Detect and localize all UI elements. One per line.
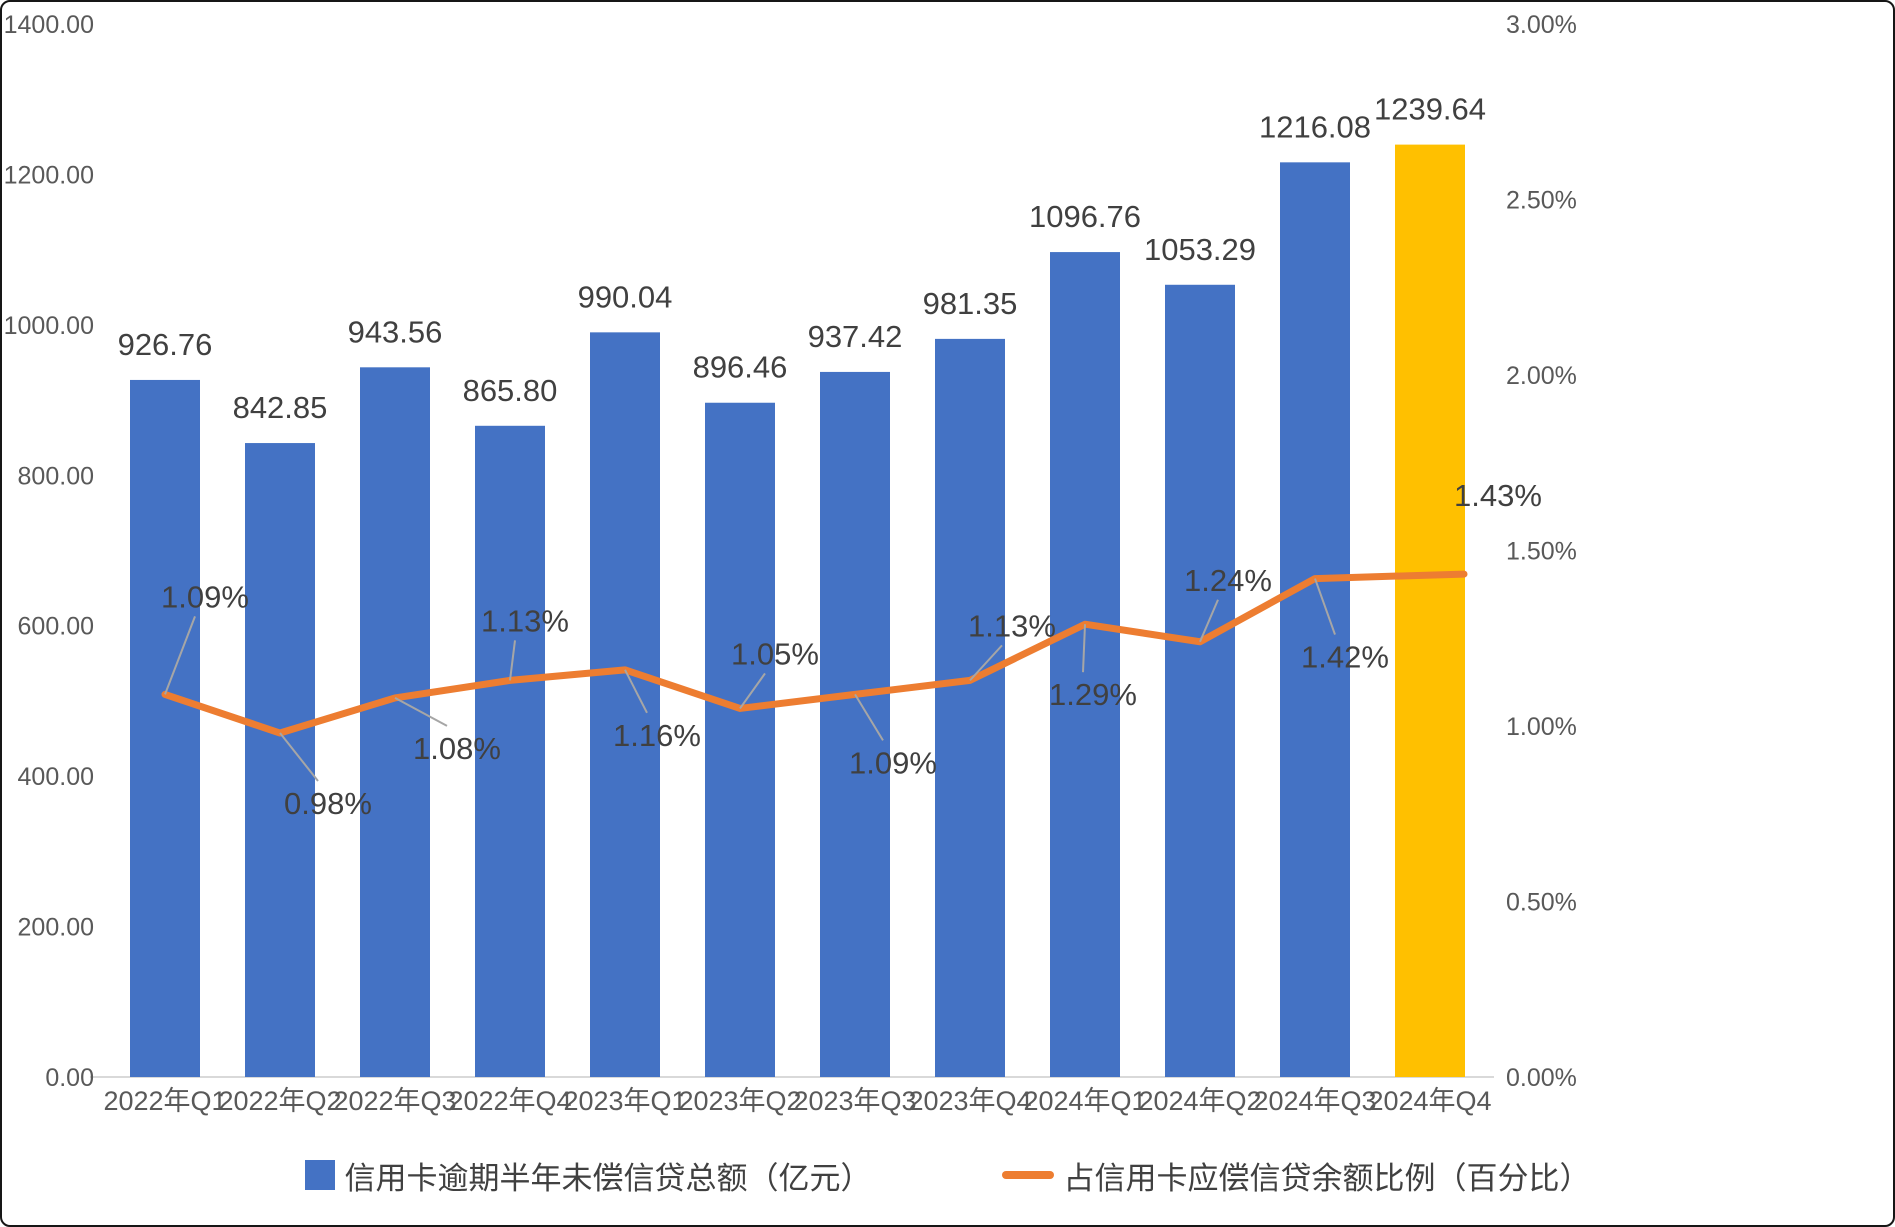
x-axis-label: 2024年Q3: [1253, 1086, 1376, 1116]
bar-2023年Q1: [590, 332, 660, 1077]
line-value-label: 1.29%: [1049, 677, 1137, 712]
bar-2022年Q4: [475, 425, 545, 1078]
bar-value-label: 1096.76: [1029, 199, 1141, 234]
right-axis-tick-label: 0.00%: [1506, 1064, 1577, 1092]
x-axis-label: 2023年Q2: [678, 1086, 801, 1116]
x-axis-label: 2022年Q3: [333, 1086, 456, 1116]
line-value-label: 1.43%: [1454, 478, 1542, 513]
line-value-label: 0.98%: [284, 786, 372, 821]
bar-2024年Q3: [1280, 162, 1350, 1078]
right-axis-tick-label: 2.50%: [1506, 187, 1577, 215]
x-axis-label: 2023年Q3: [793, 1086, 916, 1116]
x-axis-label: 2023年Q1: [563, 1086, 686, 1116]
bar-value-label: 937.42: [808, 319, 903, 354]
bar-2024年Q1: [1050, 252, 1120, 1077]
line-value-label: 1.05%: [731, 636, 819, 671]
right-axis-tick-label: 1.00%: [1506, 713, 1577, 741]
combo-chart-plot-area: 1400.00 1200.00 1000.00 800.00 600.00 400.00 2…: [4, 11, 1577, 1116]
bar-value-label: 896.46: [693, 350, 788, 385]
label-leader-line: [164, 616, 196, 695]
bar-value-label: 926.76: [118, 327, 213, 362]
label-leader-line: [624, 669, 648, 714]
label-leader-line: [1199, 599, 1219, 643]
bar-2023年Q2: [705, 402, 775, 1077]
line-series-legend-label: 占信用卡应偿信贷余额比例（百分比）: [1063, 1160, 1591, 1196]
line-value-label: 1.42%: [1301, 640, 1389, 675]
chart-legend: 信用卡逾期半年未偿信贷总额（亿元） 占信用卡应偿信贷余额比例（百分比）: [2, 1125, 1893, 1225]
label-leader-line: [1082, 624, 1086, 673]
bar-value-label: 1239.64: [1374, 92, 1486, 127]
line-value-label: 1.16%: [613, 718, 701, 753]
left-axis-tick-label: 800.00: [18, 462, 94, 490]
x-axis-label: 2024年Q2: [1138, 1086, 1261, 1116]
legend-item-bar-series: 信用卡逾期半年未偿信贷总额（亿元）: [304, 1153, 872, 1198]
bar-value-label: 1053.29: [1144, 232, 1256, 267]
left-axis-tick-label: 600.00: [18, 613, 94, 641]
bar-series-legend-label: 信用卡逾期半年未偿信贷总额（亿元）: [344, 1160, 872, 1196]
right-axis-tick-label: 3.00%: [1506, 11, 1577, 39]
bar-value-label: 990.04: [578, 279, 673, 314]
label-leader-line: [854, 693, 884, 741]
x-axis-label: 2022年Q2: [218, 1086, 341, 1116]
bar-value-label: 865.80: [463, 373, 558, 408]
left-axis-tick-label: 0.00: [45, 1064, 94, 1092]
x-axis-label: 2024年Q1: [1023, 1086, 1146, 1116]
label-leader-line: [509, 640, 516, 681]
label-leader-line: [394, 697, 448, 727]
x-axis-label: 2022年Q1: [103, 1086, 226, 1116]
right-axis-tick-label: 2.00%: [1506, 362, 1577, 390]
bar-value-label: 842.85: [233, 390, 328, 425]
bar-2024年Q4: [1395, 144, 1465, 1077]
bar-2022年Q1: [130, 379, 200, 1077]
x-axis-label: 2023年Q4: [908, 1086, 1031, 1116]
legend-item-line-series: 占信用卡应偿信贷余额比例（百分比）: [1001, 1153, 1591, 1198]
bar-2024年Q2: [1165, 284, 1235, 1077]
bar-value-label: 981.35: [923, 286, 1018, 321]
left-axis-tick-label: 1200.00: [4, 161, 94, 189]
line-value-label: 1.13%: [968, 608, 1056, 643]
bar-2022年Q2: [245, 443, 315, 1077]
bar-2023年Q3: [820, 371, 890, 1077]
left-axis-tick-label: 1000.00: [4, 312, 94, 340]
line-value-label: 1.09%: [161, 579, 249, 614]
bar-series-swatch-icon: [304, 1160, 335, 1190]
bar-2023年Q4: [935, 338, 1005, 1077]
bar-value-label: 943.56: [348, 314, 443, 349]
left-axis-tick-label: 1400.00: [4, 11, 94, 39]
label-leader-line: [969, 644, 1003, 682]
bar-2022年Q3: [360, 367, 430, 1077]
label-leader-line: [739, 672, 766, 710]
line-series-swatch-icon: [1001, 1171, 1054, 1179]
line-value-label: 1.24%: [1184, 563, 1272, 598]
label-leader-line: [279, 732, 319, 782]
right-axis-tick-label: 1.50%: [1506, 538, 1577, 566]
left-axis-tick-label: 400.00: [18, 763, 94, 791]
line-value-label: 1.08%: [413, 731, 501, 766]
x-axis-label: 2024年Q4: [1368, 1086, 1491, 1116]
label-leader-line: [1314, 578, 1336, 635]
line-value-label: 1.13%: [481, 603, 569, 638]
line-value-label: 1.09%: [849, 745, 937, 780]
left-axis-tick-label: 200.00: [18, 914, 94, 942]
bar-value-label: 1216.08: [1259, 109, 1371, 144]
x-axis-label: 2022年Q4: [448, 1086, 571, 1116]
right-axis-tick-label: 0.50%: [1506, 889, 1577, 917]
